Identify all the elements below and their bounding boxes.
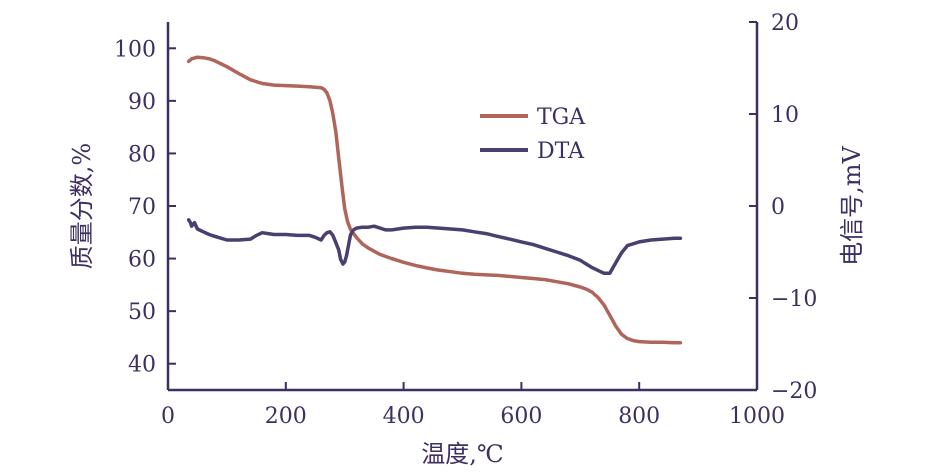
x-tick-label: 0: [161, 404, 175, 429]
x-tick-label: 600: [500, 404, 542, 429]
legend-label-tga: TGA: [537, 105, 586, 130]
x-tick-label: 1000: [729, 404, 785, 429]
y-right-tick-label: 20: [771, 11, 799, 36]
y-right-tick-label: 10: [771, 103, 799, 128]
y-right-tick-label: −20: [771, 379, 817, 404]
series-line-dta: [186, 218, 683, 275]
y-axis-right-title: 电信号,mV: [838, 145, 866, 265]
x-axis-title: 温度,℃: [421, 440, 503, 468]
chart-axes: [166, 22, 759, 392]
y-right-tick-label: −10: [771, 287, 817, 312]
series-line-tga: [186, 55, 683, 345]
y-axis-left-title: 质量分数,%: [68, 143, 96, 269]
y-left-tick-label: 90: [128, 90, 156, 115]
x-tick-label: 400: [383, 404, 425, 429]
y-left-tick-label: 80: [128, 142, 156, 167]
chart-legend: TGA DTA: [480, 105, 586, 164]
x-tick-label: 200: [265, 404, 307, 429]
y-left-tick-label: 50: [128, 300, 156, 325]
y-right-tick-label: 0: [771, 195, 785, 220]
x-tick-label: 800: [618, 404, 660, 429]
legend-label-dta: DTA: [537, 139, 585, 164]
chart-ticks: 0 200 400 600 800 1000 40 50 60 70 80 90 100 −20 −10 0 1…: [114, 11, 817, 429]
y-left-tick-label: 70: [128, 195, 156, 220]
chart-series: [186, 55, 683, 345]
y-left-tick-label: 100: [114, 37, 156, 62]
y-left-tick-label: 40: [128, 353, 156, 378]
y-left-tick-label: 60: [128, 248, 156, 273]
